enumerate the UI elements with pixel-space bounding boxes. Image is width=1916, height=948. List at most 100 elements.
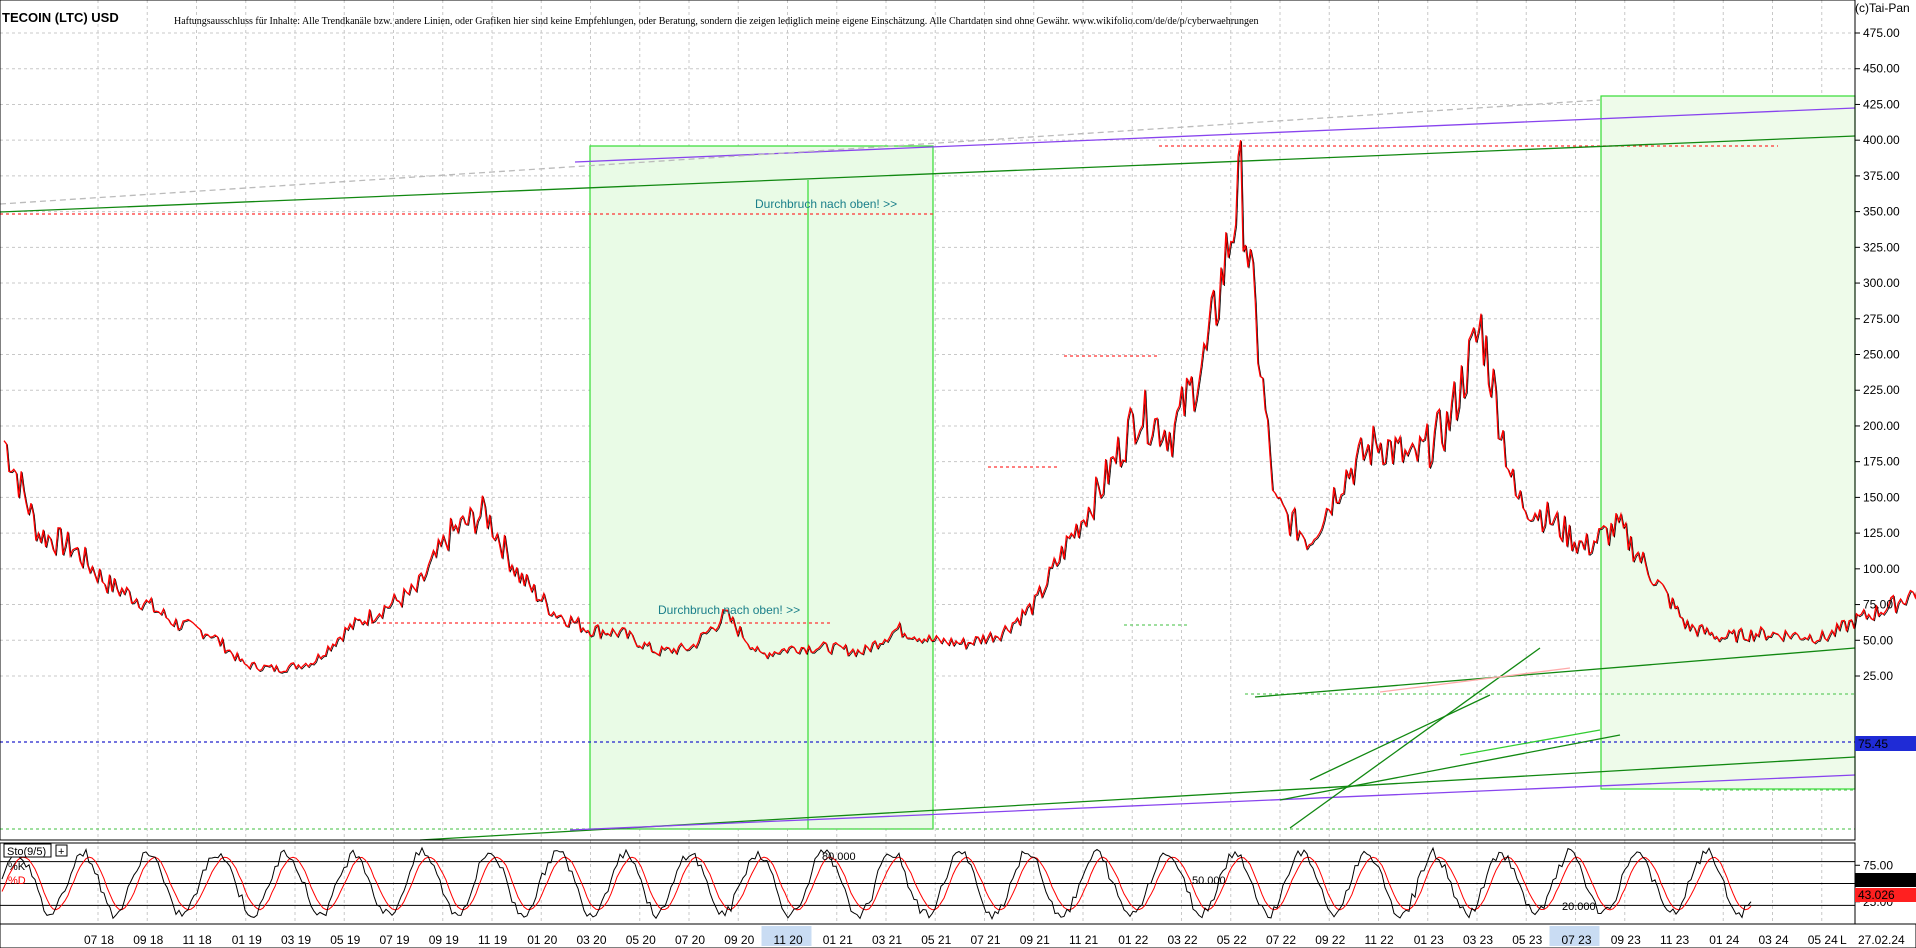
- last-price-badge: [1855, 736, 1916, 751]
- x-tick-label: 01 21: [823, 933, 853, 947]
- zone-2023-2024: [1600, 95, 1856, 790]
- x-tick-label: 03 19: [281, 933, 311, 947]
- chart-title: TECOIN (LTC) USD: [2, 10, 119, 25]
- x-tick-label: 01 23: [1414, 933, 1444, 947]
- x-tick-label: 05 23: [1512, 933, 1542, 947]
- x-end-date: 27.02.24: [1858, 933, 1905, 947]
- y-tick-label: 250.00: [1863, 348, 1900, 362]
- legend-d: %D: [8, 875, 26, 887]
- x-tick-label: 05 20: [626, 933, 656, 947]
- indicator-name-box: [3, 843, 52, 858]
- y-tick-label: 375.00: [1863, 169, 1900, 183]
- disclaimer-text: Haftungsausschluss für Inhalte: Alle Tre…: [174, 16, 1259, 27]
- x-tick-highlight: [761, 926, 812, 946]
- y-tick-label: 225.00: [1863, 383, 1900, 397]
- y-tick-label: 75.00: [1863, 598, 1893, 612]
- y-tick-label: 100.00: [1863, 562, 1900, 576]
- x-tick-label: 11 23: [1660, 933, 1689, 947]
- y-tick-label: 400.00: [1863, 133, 1900, 147]
- y-tick-label: 300.00: [1863, 276, 1900, 290]
- y-tick-label: 425.00: [1863, 97, 1900, 111]
- x-tick-label: 11 19: [478, 933, 507, 947]
- zone-2020-2021: [589, 145, 934, 830]
- y-tick-label: 325.00: [1863, 240, 1900, 254]
- x-end-marker: L: [1840, 933, 1847, 947]
- last-price-label: 75.45: [1858, 737, 1888, 751]
- plus-icon: +: [58, 846, 64, 858]
- stochastic-panel: [0, 846, 1855, 921]
- annotation-breakout-2021: Durchbruch nach oben! >>: [755, 197, 897, 211]
- x-tick-label: 03 23: [1463, 933, 1493, 947]
- x-tick-label: 05 22: [1217, 933, 1247, 947]
- osc-y-tick-label: 75.00: [1863, 858, 1893, 872]
- x-tick-label: 03 21: [872, 933, 902, 947]
- x-tick-label: 01 20: [527, 933, 557, 947]
- x-tick-label: 01 24: [1709, 933, 1739, 947]
- x-tick-label: 09 18: [133, 933, 163, 947]
- level-50-label: 50.000: [1192, 875, 1226, 887]
- last-k-label: 54.15: [1858, 873, 1888, 887]
- indicator-expand-button[interactable]: [55, 844, 68, 857]
- x-tick-label: 03 20: [577, 933, 607, 947]
- trend-line: [1254, 647, 1856, 698]
- y-tick-label: 125.00: [1863, 526, 1900, 540]
- level-80-label: 80.000: [822, 851, 856, 863]
- osc-k-line: [1, 846, 1752, 921]
- y-tick-label: 200.00: [1863, 419, 1900, 433]
- price-panel-frame: [0, 0, 1856, 841]
- trend-line: [1379, 667, 1571, 693]
- y-tick-label: 50.00: [1863, 633, 1893, 647]
- copyright-label: (c)Tai-Pan: [1855, 1, 1910, 15]
- x-tick-label: 05 21: [921, 933, 951, 947]
- trend-line: [1289, 647, 1541, 829]
- x-tick-label: 07 23: [1562, 933, 1592, 947]
- x-tick-label: 07 21: [971, 933, 1001, 947]
- trend-line: [0, 99, 1601, 205]
- x-tick-label: 11 22: [1365, 933, 1394, 947]
- y-tick-label: 475.00: [1863, 26, 1900, 40]
- x-tick-label: 03 22: [1168, 933, 1198, 947]
- level-20-label: 20.000: [1562, 901, 1596, 913]
- y-tick-label: 175.00: [1863, 455, 1900, 469]
- x-tick-label: 09 19: [429, 933, 459, 947]
- x-tick-label: 05 24: [1808, 933, 1838, 947]
- trend-line: [1279, 734, 1621, 801]
- indicator-name: Sto(9/5): [7, 846, 46, 858]
- osc-d-line: [1, 856, 1752, 911]
- x-tick-label: 01 22: [1118, 933, 1148, 947]
- x-tick-label: 09 23: [1611, 933, 1641, 947]
- trend-line: [574, 107, 1856, 163]
- highlight-zones: [589, 95, 1856, 830]
- x-tick-label: 09 22: [1315, 933, 1345, 947]
- trend-line: [1459, 729, 1601, 756]
- y-tick-label: 150.00: [1863, 490, 1900, 504]
- x-tick-label: 09 21: [1020, 933, 1050, 947]
- trend-line: [569, 774, 1856, 831]
- last-d-badge: [1855, 888, 1916, 902]
- annotation-breakout-2020: Durchbruch nach oben! >>: [658, 603, 800, 617]
- y-tick-label: 350.00: [1863, 205, 1900, 219]
- last-k-badge: [1855, 873, 1916, 887]
- last-d-label: 43.026: [1858, 888, 1895, 902]
- x-tick-highlight: [1549, 926, 1600, 946]
- legend-k: %K: [8, 861, 26, 873]
- x-tick-label: 11 21: [1069, 933, 1098, 947]
- x-tick-label: 05 19: [330, 933, 360, 947]
- x-tick-label: 07 19: [380, 933, 410, 947]
- x-tick-label: 11 20: [774, 933, 803, 947]
- trend-lines: [0, 99, 1856, 841]
- x-tick-label: 07 20: [675, 933, 705, 947]
- price-series: [3, 140, 1916, 674]
- x-tick-label: 11 18: [183, 933, 212, 947]
- x-tick-label: 01 19: [232, 933, 262, 947]
- y-tick-label: 450.00: [1863, 62, 1900, 76]
- x-tick-label: 09 20: [724, 933, 754, 947]
- trend-line: [0, 135, 1856, 213]
- x-tick-label: 07 22: [1266, 933, 1296, 947]
- price-line: [3, 140, 1916, 673]
- trend-line: [1309, 694, 1491, 781]
- x-tick-label: 03 24: [1759, 933, 1789, 947]
